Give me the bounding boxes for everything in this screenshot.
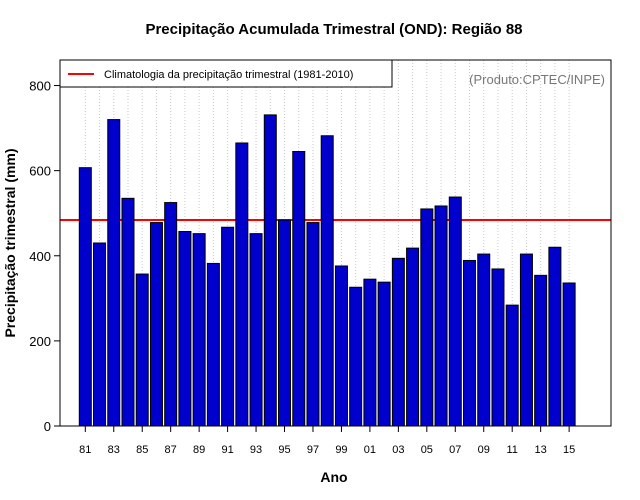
bar-11 bbox=[505, 304, 519, 427]
x-axis-title: Ano bbox=[320, 469, 347, 485]
bar-99 bbox=[334, 265, 348, 427]
x-tick-label: 01 bbox=[364, 444, 376, 456]
bar-81 bbox=[78, 167, 92, 427]
x-tick-label: 85 bbox=[136, 444, 148, 456]
bar-82 bbox=[93, 242, 107, 427]
legend-box bbox=[59, 59, 393, 88]
bar-83 bbox=[107, 119, 121, 427]
bar-91 bbox=[221, 226, 235, 427]
x-tick-label: 87 bbox=[165, 444, 177, 456]
x-tick-label: 91 bbox=[221, 444, 233, 456]
bar-12 bbox=[519, 253, 533, 427]
bar-86 bbox=[149, 222, 163, 427]
bar-07 bbox=[448, 196, 462, 427]
x-tick-label: 99 bbox=[335, 444, 347, 456]
y-tick-label: 0 bbox=[44, 419, 51, 434]
bar-97 bbox=[306, 222, 320, 427]
y-tick-label: 800 bbox=[29, 79, 51, 94]
bar-96 bbox=[292, 151, 306, 427]
bar-84 bbox=[121, 197, 135, 427]
x-tick-label: 89 bbox=[193, 444, 205, 456]
bar-04 bbox=[406, 247, 420, 427]
x-tick-label: 09 bbox=[478, 444, 490, 456]
y-tick-label: 200 bbox=[29, 334, 51, 349]
y-tick-label: 600 bbox=[29, 164, 51, 179]
x-tick-label: 83 bbox=[108, 444, 120, 456]
bar-10 bbox=[491, 268, 505, 427]
legend-label: Climatologia da precipitação trimestral … bbox=[104, 69, 353, 81]
x-tick-label: 15 bbox=[563, 444, 575, 456]
y-tick-label: 400 bbox=[29, 249, 51, 264]
x-tick-label: 93 bbox=[250, 444, 262, 456]
x-tick-label: 81 bbox=[79, 444, 91, 456]
bar-01 bbox=[363, 278, 377, 427]
credit-text: (Produto:CPTEC/INPE) bbox=[469, 72, 605, 87]
x-tick-label: 07 bbox=[449, 444, 461, 456]
y-axis: 0 200 400 600 800 bbox=[29, 79, 60, 434]
x-tick-label: 13 bbox=[535, 444, 547, 456]
bar-98 bbox=[320, 135, 334, 427]
bar-00 bbox=[349, 286, 363, 427]
bar-13 bbox=[534, 274, 548, 427]
x-tick-label: 11 bbox=[506, 444, 517, 456]
bar-08 bbox=[463, 259, 477, 427]
bar-06 bbox=[434, 205, 448, 427]
x-tick-label: 95 bbox=[278, 444, 290, 456]
bar-95 bbox=[278, 219, 292, 427]
legend: Climatologia da precipitação trimestral … bbox=[59, 59, 393, 88]
bar-09 bbox=[477, 253, 491, 427]
bar-93 bbox=[249, 233, 263, 427]
bar-89 bbox=[192, 233, 206, 427]
bar-92 bbox=[235, 142, 249, 427]
bar-87 bbox=[164, 202, 178, 427]
bar-02 bbox=[377, 281, 391, 427]
chart-title: Precipitação Acumulada Trimestral (OND):… bbox=[145, 21, 522, 38]
y-axis-title: Precipitação trimestral (mm) bbox=[2, 148, 18, 337]
x-tick-label: 05 bbox=[421, 444, 433, 456]
x-tick-label: 03 bbox=[392, 444, 404, 456]
bar-90 bbox=[206, 262, 220, 427]
x-axis: 81 83 85 87 89 91 93 95 97 99 01 03 05 07 09 11 13 15 bbox=[79, 426, 575, 456]
bar-14 bbox=[548, 246, 562, 427]
bars-group bbox=[78, 114, 576, 427]
bar-15 bbox=[562, 282, 576, 427]
bar-85 bbox=[135, 273, 149, 427]
bar-94 bbox=[263, 114, 277, 427]
bar-03 bbox=[391, 257, 405, 427]
bar-05 bbox=[420, 208, 434, 427]
bar-88 bbox=[178, 231, 192, 427]
x-tick-label: 97 bbox=[307, 444, 319, 456]
